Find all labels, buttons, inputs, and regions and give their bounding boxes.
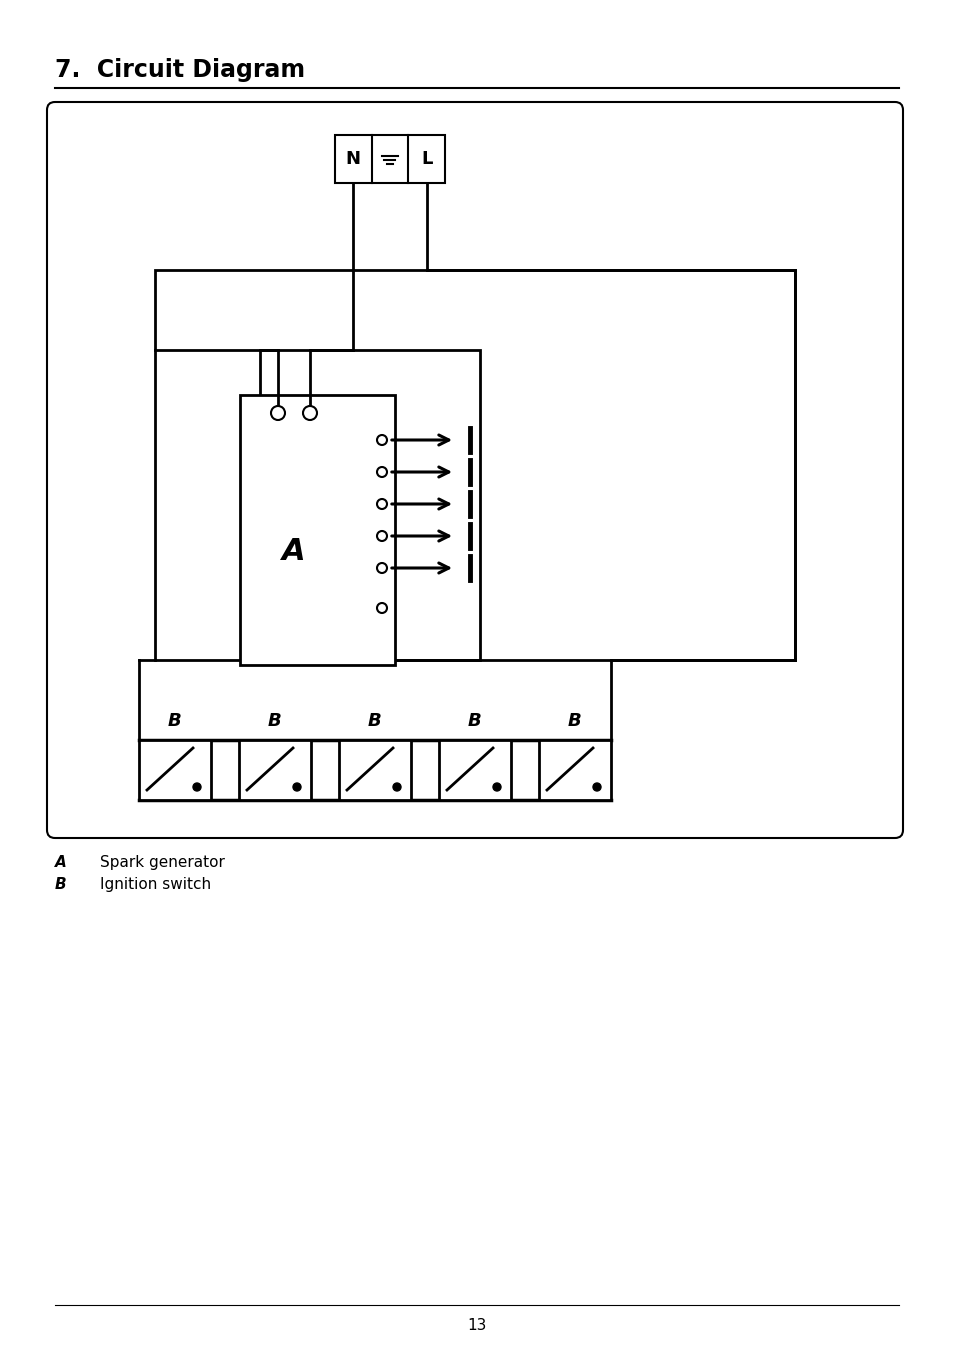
Text: B: B <box>268 711 281 730</box>
Circle shape <box>376 467 387 477</box>
Bar <box>239 740 311 801</box>
Bar <box>260 350 479 660</box>
Circle shape <box>376 435 387 446</box>
Text: B: B <box>568 711 581 730</box>
Text: B: B <box>468 711 481 730</box>
Text: Ignition switch: Ignition switch <box>100 878 211 892</box>
Text: 13: 13 <box>467 1318 486 1332</box>
Circle shape <box>593 783 600 791</box>
Text: B: B <box>55 878 67 892</box>
Circle shape <box>193 783 201 791</box>
Text: B: B <box>168 711 182 730</box>
Bar <box>538 740 610 801</box>
Bar <box>335 135 444 184</box>
Text: N: N <box>346 150 360 167</box>
Circle shape <box>376 563 387 572</box>
Bar <box>438 740 511 801</box>
Bar <box>139 740 211 801</box>
Circle shape <box>271 406 285 420</box>
Bar <box>338 740 411 801</box>
Text: B: B <box>368 711 381 730</box>
Bar <box>154 270 794 660</box>
Text: A: A <box>282 537 306 566</box>
Circle shape <box>376 531 387 541</box>
FancyBboxPatch shape <box>47 103 902 838</box>
Circle shape <box>376 603 387 613</box>
Circle shape <box>303 406 316 420</box>
Text: A: A <box>55 855 67 869</box>
Circle shape <box>393 783 400 791</box>
Circle shape <box>493 783 500 791</box>
Text: L: L <box>420 150 432 167</box>
Bar <box>240 396 395 666</box>
Circle shape <box>293 783 301 791</box>
Text: 7.  Circuit Diagram: 7. Circuit Diagram <box>55 58 305 82</box>
Text: Spark generator: Spark generator <box>100 855 225 869</box>
Circle shape <box>376 500 387 509</box>
